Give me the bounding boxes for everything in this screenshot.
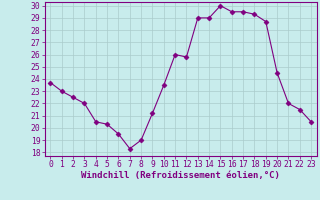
X-axis label: Windchill (Refroidissement éolien,°C): Windchill (Refroidissement éolien,°C) <box>81 171 280 180</box>
